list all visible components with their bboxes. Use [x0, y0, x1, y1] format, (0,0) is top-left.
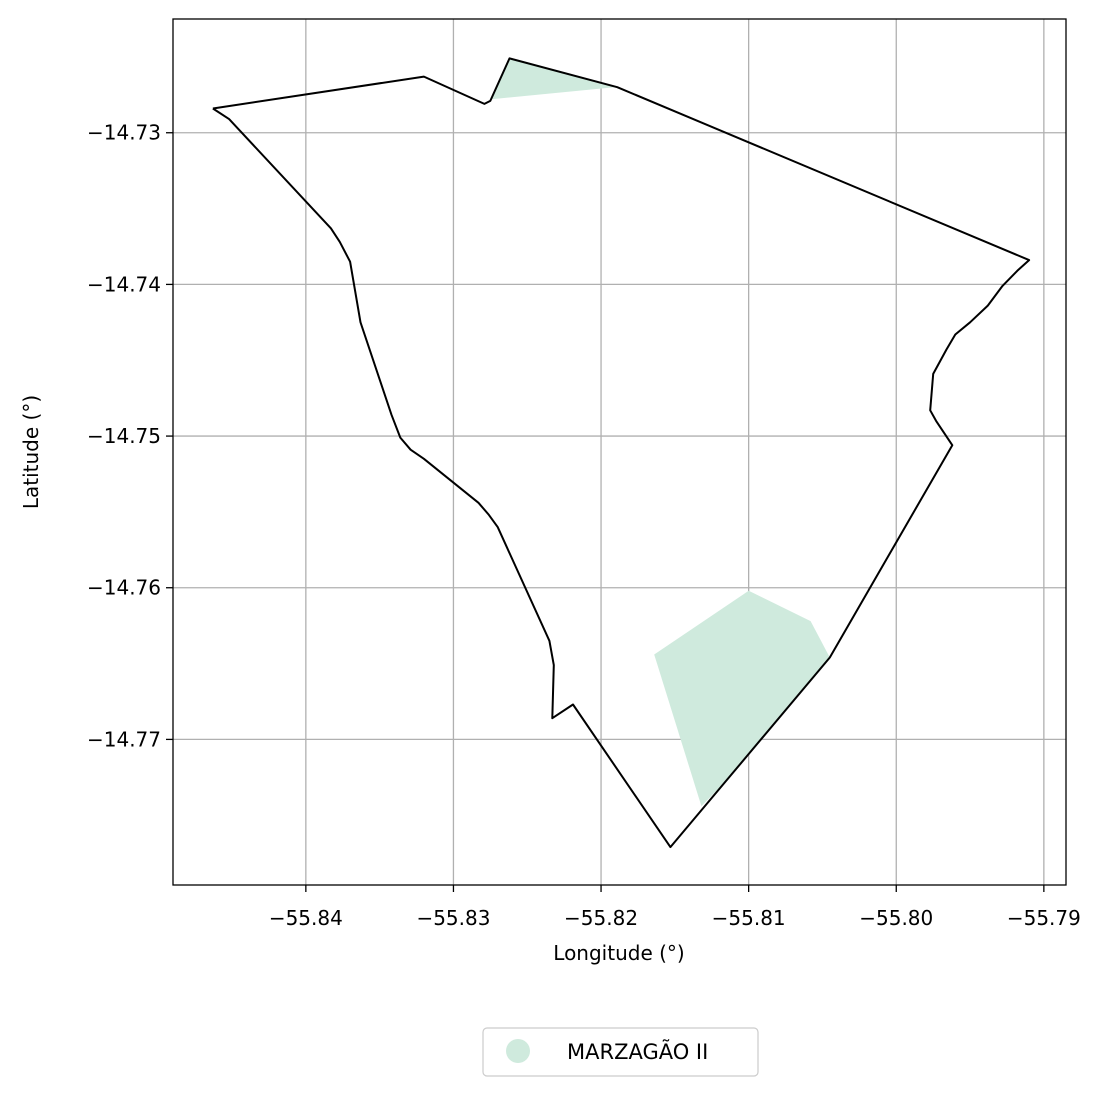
x-axis-label: Longitude (°)	[553, 941, 684, 965]
area-polygon	[490, 58, 614, 99]
x-axis-ticks: −55.84 −55.83 −55.82 −55.81 −55.80 −55.79	[269, 885, 1081, 930]
boundary-line	[213, 58, 1029, 847]
area-polygons	[490, 58, 830, 806]
legend-entry-label: MARZAGÃO II	[567, 1038, 708, 1064]
legend: MARZAGÃO II	[483, 1028, 758, 1076]
x-tick-label: −55.80	[859, 906, 933, 930]
y-tick-label: −14.74	[87, 272, 161, 296]
grid-lines	[173, 19, 1066, 885]
x-tick-label: −55.82	[564, 906, 638, 930]
x-tick-label: −55.83	[416, 906, 490, 930]
y-tick-label: −14.75	[87, 424, 161, 448]
y-axis-label: Latitude (°)	[19, 395, 43, 509]
y-tick-label: −14.73	[87, 121, 161, 145]
x-tick-label: −55.81	[712, 906, 786, 930]
boundary-outline	[213, 58, 1029, 847]
area-polygon	[654, 591, 830, 806]
x-tick-label: −55.79	[1007, 906, 1081, 930]
y-tick-label: −14.76	[87, 576, 161, 600]
y-tick-label: −14.77	[87, 727, 161, 751]
x-tick-label: −55.84	[269, 906, 343, 930]
legend-marker	[506, 1039, 530, 1063]
plot-frame	[173, 19, 1066, 885]
y-axis-ticks: −14.73 −14.74 −14.75 −14.76 −14.77	[87, 121, 173, 752]
